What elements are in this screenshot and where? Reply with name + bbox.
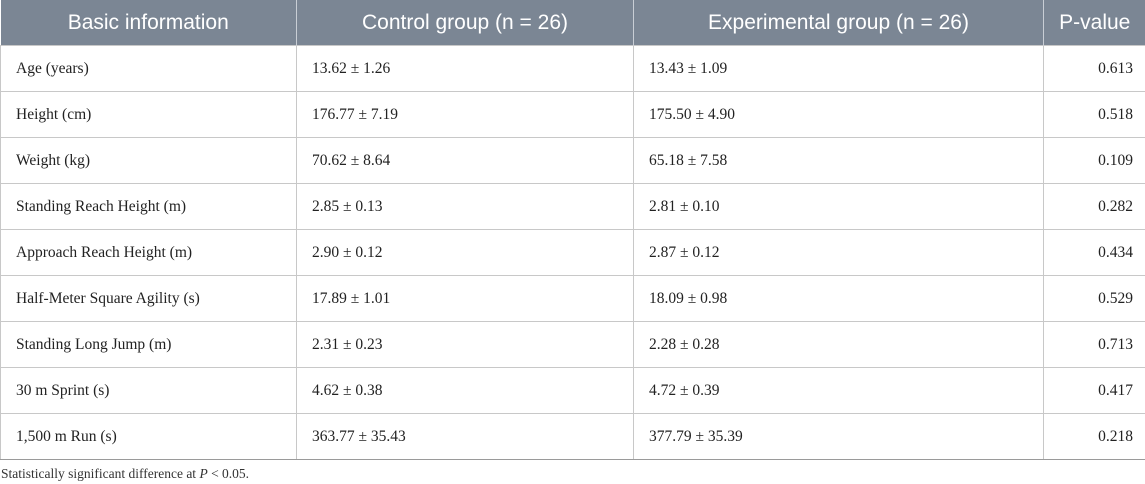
- header-basic-information: Basic information: [0, 0, 297, 46]
- basic-information-table: Basic information Control group (n = 26)…: [0, 0, 1145, 460]
- header-experimental-group: Experimental group (n = 26): [633, 0, 1044, 46]
- control-value: 70.62 ± 8.64: [296, 137, 634, 184]
- p-value: 0.109: [1043, 137, 1145, 184]
- control-value: 4.62 ± 0.38: [296, 367, 634, 414]
- experimental-value: 13.43 ± 1.09: [633, 45, 1044, 92]
- row-label: Age (years): [0, 45, 297, 92]
- experimental-value: 377.79 ± 35.39: [633, 413, 1044, 460]
- experimental-value: 65.18 ± 7.58: [633, 137, 1044, 184]
- table-row: Approach Reach Height (m) 2.90 ± 0.12 2.…: [0, 229, 1145, 276]
- row-label: 1,500 m Run (s): [0, 413, 297, 460]
- row-label: Half-Meter Square Agility (s): [0, 275, 297, 322]
- row-label: Height (cm): [0, 91, 297, 138]
- footnote-suffix: < 0.05.: [207, 466, 250, 481]
- control-value: 2.85 ± 0.13: [296, 183, 634, 230]
- footnote-p-symbol: P: [199, 466, 208, 481]
- table-row: Standing Long Jump (m) 2.31 ± 0.23 2.28 …: [0, 321, 1145, 368]
- data-table-container: Basic information Control group (n = 26)…: [0, 0, 1145, 460]
- row-label: Standing Reach Height (m): [0, 183, 297, 230]
- p-value: 0.434: [1043, 229, 1145, 276]
- table-header-row: Basic information Control group (n = 26)…: [0, 0, 1145, 46]
- table-row: Age (years) 13.62 ± 1.26 13.43 ± 1.09 0.…: [0, 45, 1145, 92]
- experimental-value: 4.72 ± 0.39: [633, 367, 1044, 414]
- footnote-prefix: Statistically significant difference at: [1, 466, 200, 481]
- experimental-value: 2.28 ± 0.28: [633, 321, 1044, 368]
- p-value: 0.613: [1043, 45, 1145, 92]
- table-footnote: Statistically significant difference at …: [1, 466, 249, 482]
- experimental-value: 2.81 ± 0.10: [633, 183, 1044, 230]
- row-label: Standing Long Jump (m): [0, 321, 297, 368]
- p-value: 0.713: [1043, 321, 1145, 368]
- p-value: 0.282: [1043, 183, 1145, 230]
- control-value: 13.62 ± 1.26: [296, 45, 634, 92]
- row-label: Weight (kg): [0, 137, 297, 184]
- control-value: 176.77 ± 7.19: [296, 91, 634, 138]
- p-value: 0.518: [1043, 91, 1145, 138]
- control-value: 2.90 ± 0.12: [296, 229, 634, 276]
- table-row: Half-Meter Square Agility (s) 17.89 ± 1.…: [0, 275, 1145, 322]
- experimental-value: 2.87 ± 0.12: [633, 229, 1044, 276]
- p-value: 0.218: [1043, 413, 1145, 460]
- table-row: 30 m Sprint (s) 4.62 ± 0.38 4.72 ± 0.39 …: [0, 367, 1145, 414]
- p-value: 0.417: [1043, 367, 1145, 414]
- table-row: Weight (kg) 70.62 ± 8.64 65.18 ± 7.58 0.…: [0, 137, 1145, 184]
- experimental-value: 175.50 ± 4.90: [633, 91, 1044, 138]
- table-row: Height (cm) 176.77 ± 7.19 175.50 ± 4.90 …: [0, 91, 1145, 138]
- header-p-value: P-value: [1043, 0, 1145, 46]
- table-row: Standing Reach Height (m) 2.85 ± 0.13 2.…: [0, 183, 1145, 230]
- control-value: 2.31 ± 0.23: [296, 321, 634, 368]
- experimental-value: 18.09 ± 0.98: [633, 275, 1044, 322]
- header-control-group: Control group (n = 26): [296, 0, 634, 46]
- control-value: 363.77 ± 35.43: [296, 413, 634, 460]
- control-value: 17.89 ± 1.01: [296, 275, 634, 322]
- p-value: 0.529: [1043, 275, 1145, 322]
- row-label: Approach Reach Height (m): [0, 229, 297, 276]
- table-row: 1,500 m Run (s) 363.77 ± 35.43 377.79 ± …: [0, 413, 1145, 460]
- row-label: 30 m Sprint (s): [0, 367, 297, 414]
